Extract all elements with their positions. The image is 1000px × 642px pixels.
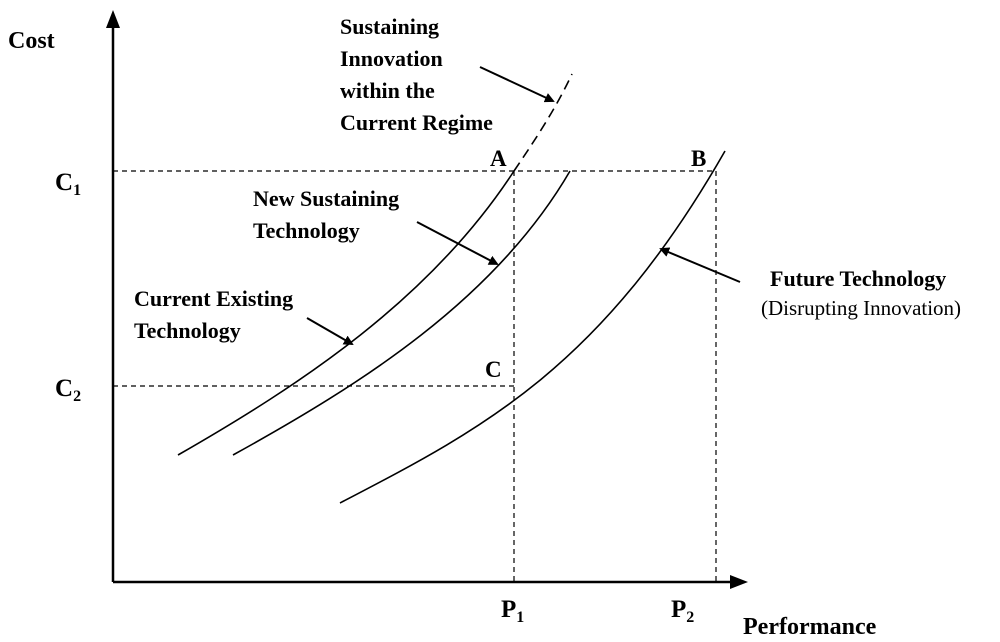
new-sustaining-technology-label: New Sustaining Technology <box>253 186 405 243</box>
new-sustaining-pointer-arrow <box>416 221 499 265</box>
x-axis-title: Performance <box>743 614 877 640</box>
p1-tick-label: P1 <box>501 596 524 626</box>
sustaining-innovation-label: Sustaining Innovation within the Current… <box>340 14 493 135</box>
disrupting-innovation-label: (Disrupting Innovation) <box>761 296 961 320</box>
new-sustaining-technology-curve <box>232 170 571 456</box>
future-technology-label: Future Technology <box>770 266 946 291</box>
current-existing-technology-label: Current Existing Technology <box>134 286 299 343</box>
current-existing-technology-curve <box>177 170 515 456</box>
x-axis-arrow <box>730 575 748 589</box>
future-technology-curve <box>339 150 726 504</box>
c2-tick-label: C2 <box>55 375 81 405</box>
p2-tick-label: P2 <box>671 596 694 626</box>
sustaining-pointer-arrow <box>479 66 555 103</box>
sustaining-innovation-dashed-curve <box>513 73 573 172</box>
point-b-label: B <box>691 146 706 171</box>
point-c-label: C <box>485 357 502 382</box>
future-pointer-arrow <box>659 247 741 283</box>
point-a-label: A <box>490 146 507 171</box>
y-axis-title: Cost <box>8 28 55 54</box>
current-existing-pointer-arrow <box>306 317 354 346</box>
y-axis-arrow <box>106 10 120 28</box>
c1-tick-label: C1 <box>55 169 81 199</box>
